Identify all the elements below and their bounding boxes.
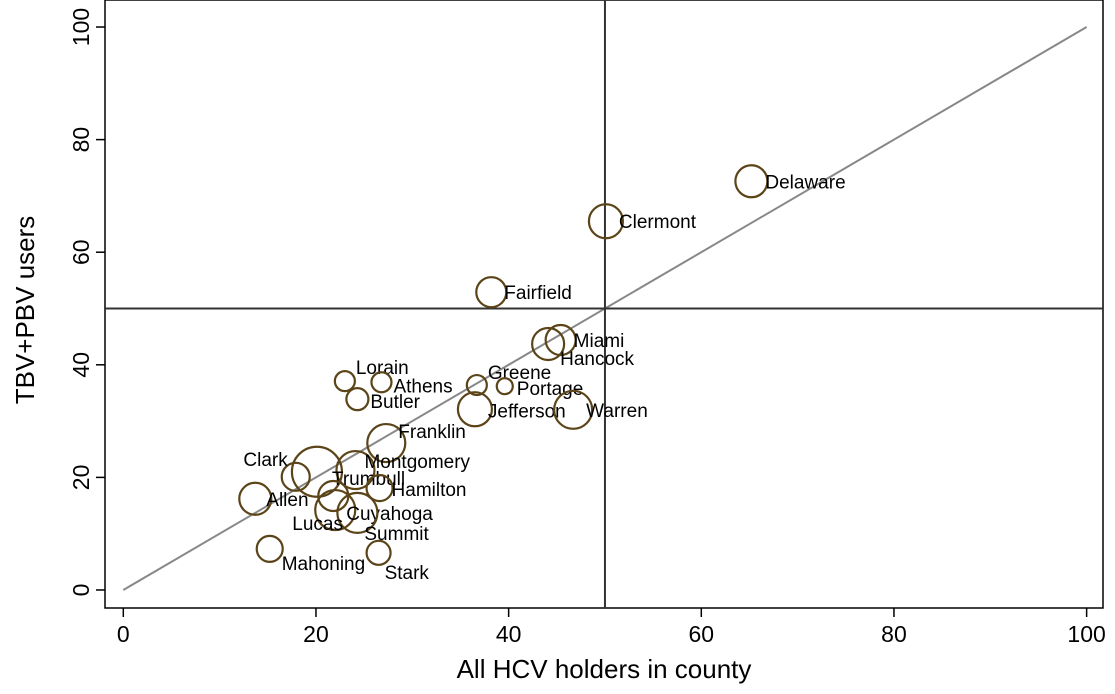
y-tick-label: 60 [68,239,94,265]
bubble [366,422,407,464]
x-tick-label: 0 [117,621,130,647]
y-tick-label: 100 [68,8,94,46]
point-label: Lorain [356,358,409,379]
x-tick-label: 40 [496,621,522,647]
bubble [553,389,594,430]
bubble [495,377,514,396]
point-label: Summit [364,524,429,545]
bubble [335,449,376,491]
y-tick-label: 0 [68,584,94,597]
x-tick-label: 80 [881,621,907,647]
bubble [336,491,379,534]
point-label: Clermont [619,212,697,233]
point-label: Cuyahoga [346,504,433,525]
point-label: Mahoning [282,554,365,575]
bubble [456,391,494,428]
bubble [531,326,566,362]
point-label: Warren [586,401,648,422]
y-axis-label: TBV+PBV users [10,216,40,405]
point-label: Montgomery [364,452,470,473]
x-tick-label: 20 [303,621,329,647]
y-tick-label: 20 [68,465,94,491]
bubble [475,276,508,309]
bubble [465,373,488,397]
point-label: Miami [574,331,625,352]
point-label: Hamilton [392,480,467,501]
y-tick-label: 40 [68,352,94,378]
point-label: Allen [266,490,308,511]
point-label: Jefferson [488,401,566,422]
bubble [255,534,284,563]
bubble [587,203,625,240]
point-label: Delaware [765,172,845,193]
bubble [280,461,311,492]
bubble [317,479,350,513]
y-tick-label: 80 [68,127,94,153]
bubble [370,371,393,394]
point-label: Trumbull [332,469,405,490]
point-label: Athens [393,376,452,397]
bubble [333,370,356,393]
point-label: Franklin [398,422,466,443]
bubble [365,539,392,566]
x-axis-label: All HCV holders in county [457,654,752,684]
point-label: Stark [385,563,430,584]
bubble [345,387,370,412]
point-label: Lucas [292,514,343,535]
bubble [238,481,273,516]
bubble [734,164,769,199]
point-label: Butler [370,392,420,413]
point-label: Fairfield [504,283,572,304]
x-tick-label: 60 [688,621,714,647]
x-tick-label: 100 [1067,621,1105,647]
point-label: Clark [243,450,288,471]
point-label: Hancock [560,349,634,370]
bubble [290,445,344,498]
bubble [314,488,357,532]
bubble [365,473,394,503]
point-label: Portage [517,379,584,400]
